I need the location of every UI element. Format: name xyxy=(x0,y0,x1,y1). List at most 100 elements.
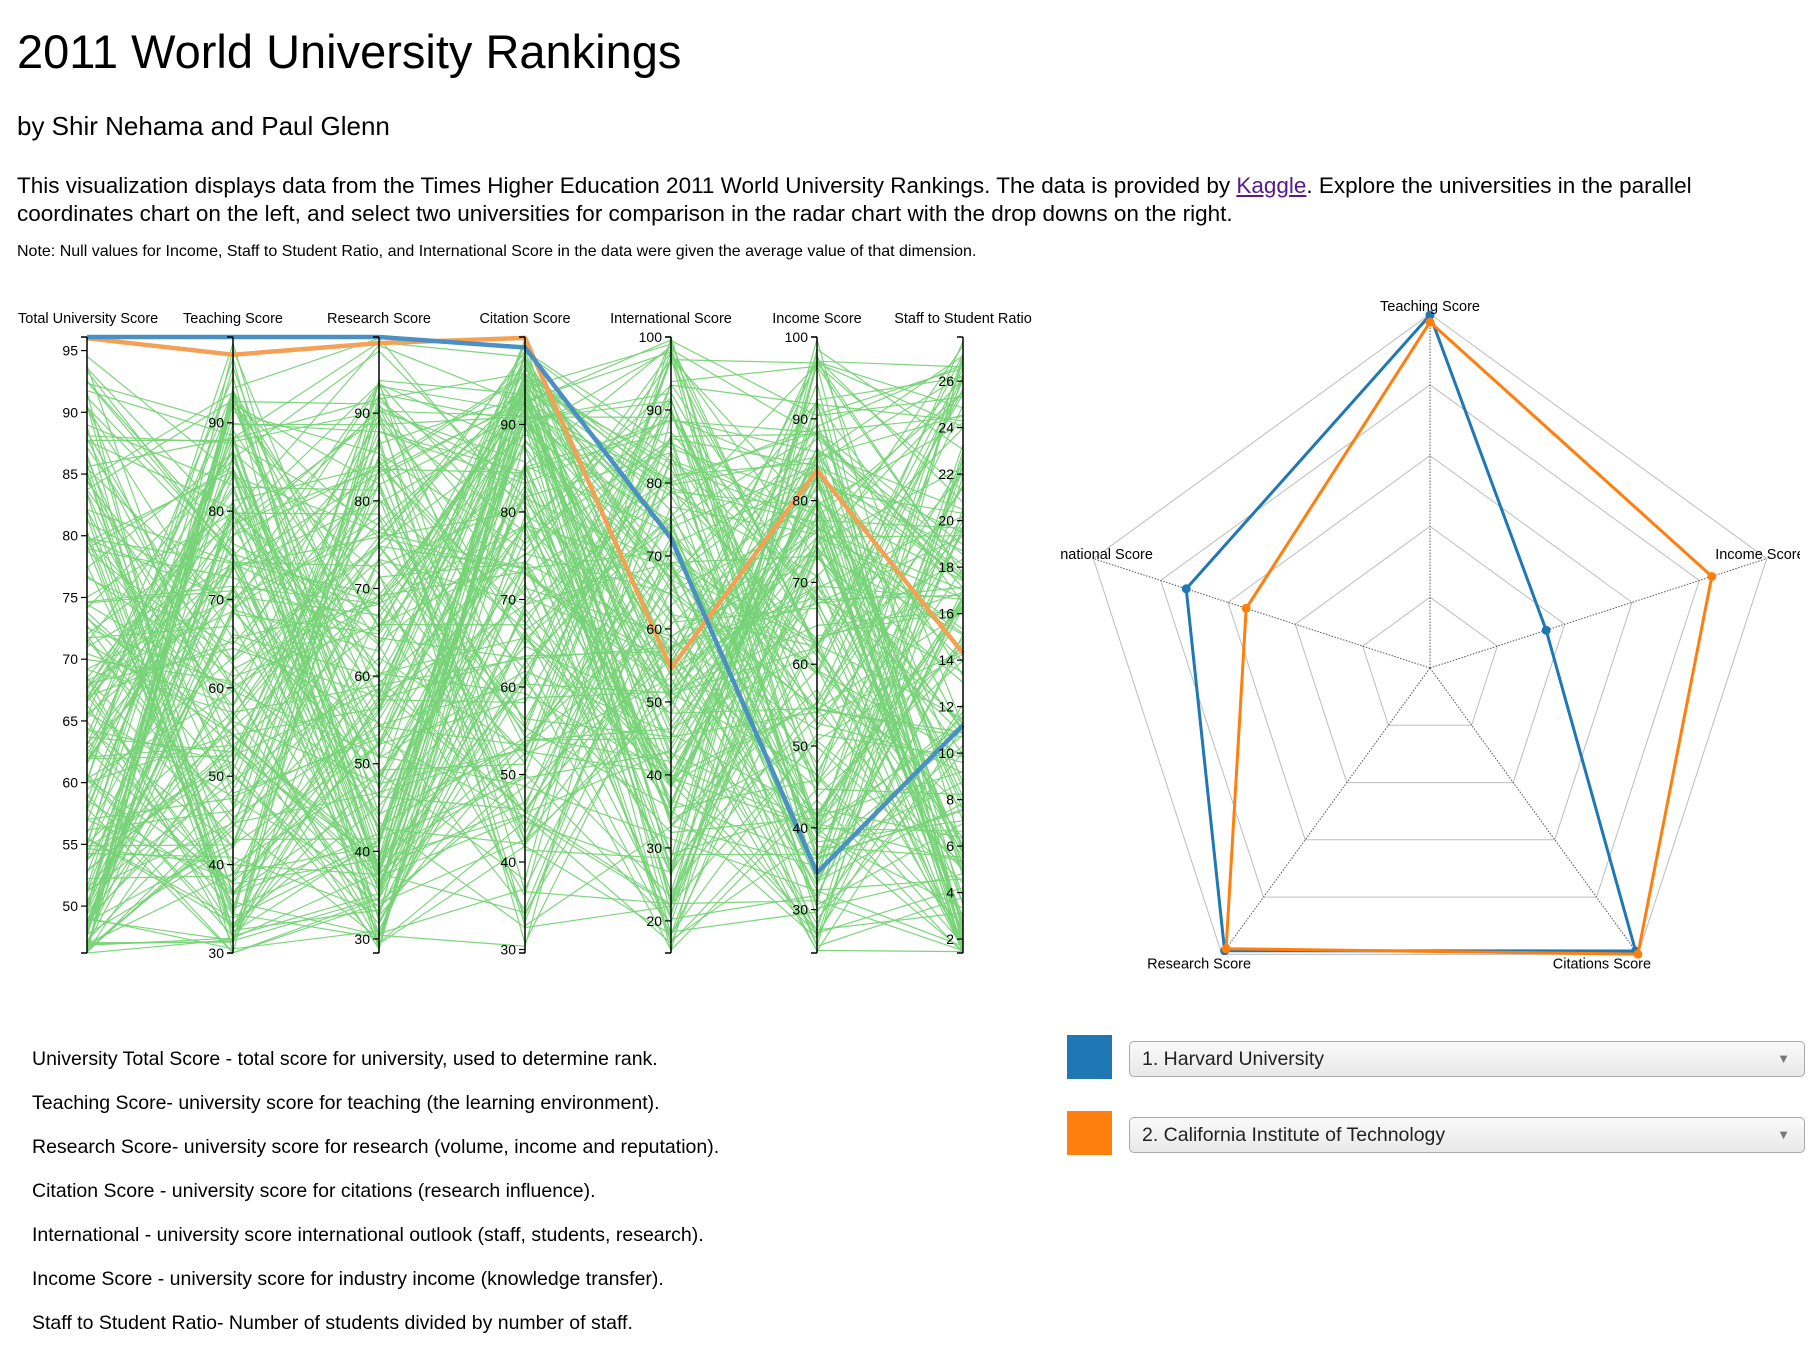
axis-tick-label: 22 xyxy=(938,466,954,482)
axis-tick-label: 80 xyxy=(62,528,78,544)
axis-title: Research Score xyxy=(327,311,431,327)
radar-chart: Teaching Score Income Score Citations Scor… xyxy=(1060,299,1800,973)
axis-tick-label: 100 xyxy=(639,329,663,345)
axis-tick-label: 20 xyxy=(938,513,954,529)
axis-research-score[interactable]: 30 40 50 60 70 80 90 Research Score xyxy=(327,311,431,954)
radar-point-income-score xyxy=(1541,625,1551,635)
axis-title: International Score xyxy=(610,311,732,327)
axis-tick-label: 95 xyxy=(62,343,78,359)
kaggle-link[interactable]: Kaggle xyxy=(1236,173,1307,198)
description-staff-student-ratio: Staff to Student Ratio- Number of studen… xyxy=(32,1312,633,1334)
axis-tick-label: 55 xyxy=(62,836,78,852)
axis-tick-label: 40 xyxy=(792,820,808,836)
byline: by Shir Nehama and Paul Glenn xyxy=(17,111,390,141)
axis-tick-label: 40 xyxy=(354,843,370,859)
axis-tick-label: 80 xyxy=(354,493,370,509)
axis-tick-label: 30 xyxy=(792,902,808,918)
radar-axis-labels: Teaching Score Income Score Citations Scor… xyxy=(1060,299,1800,973)
intro-text-1: This visualization displays data from th… xyxy=(17,173,1237,198)
axis-tick-label: 10 xyxy=(938,745,954,761)
radar-level-ring xyxy=(1294,525,1566,784)
axis-tick-label: 26 xyxy=(938,373,954,389)
radar-level-ring xyxy=(1092,313,1768,955)
intro-text-2: . Explore the universities in the parall… xyxy=(17,173,1692,226)
axis-tick-label: 90 xyxy=(62,404,78,420)
radar-grid xyxy=(1092,313,1768,955)
axis-tick-label: 50 xyxy=(646,694,662,710)
radar-spoke-income-score xyxy=(1429,558,1767,669)
caret-down-icon: ▼ xyxy=(1777,1051,1790,1066)
axis-tick-label: 50 xyxy=(500,767,516,783)
axis-tick-label: 2 xyxy=(946,931,954,947)
axis-tick-label: 18 xyxy=(938,559,954,575)
axis-income-score[interactable]: 30 40 50 60 70 80 90 100 Income Score xyxy=(772,311,862,954)
radar-point-income-score xyxy=(1707,571,1717,581)
radar-label-teaching-score: Teaching Score xyxy=(1380,299,1480,315)
university-1-color-swatch xyxy=(1067,1035,1112,1079)
axis-title: Total University Score xyxy=(18,311,158,327)
axis-tick-label: 30 xyxy=(646,840,662,856)
axis-tick-label: 70 xyxy=(792,574,808,590)
axis-tick-label: 90 xyxy=(500,417,516,433)
axis-tick-label: 24 xyxy=(938,420,954,436)
radar-point-teaching-score xyxy=(1425,310,1435,320)
axis-tick-label: 80 xyxy=(500,504,516,520)
radar-point-international-score xyxy=(1181,584,1191,594)
radar-series-2-california-institute-of-technology xyxy=(1221,317,1717,959)
description-income-score: Income Score - university score for indu… xyxy=(32,1268,664,1290)
radar-spoke-international-score xyxy=(1093,558,1431,669)
axis-tick-label: 30 xyxy=(354,931,370,947)
axis-tick-label: 90 xyxy=(792,411,808,427)
axis-tick-label: 40 xyxy=(208,857,224,873)
axis-international-score[interactable]: 20 30 40 50 60 70 80 90 100 International Score xyxy=(610,311,732,954)
radar-polygon xyxy=(1184,313,1638,953)
parallel-coordinates-chart[interactable]: 50 55 60 65 70 75 80 85 90 95 Total University Sco… xyxy=(0,300,1050,970)
description-research-score: Research Score- university score for res… xyxy=(32,1136,720,1158)
university-1-dropdown[interactable]: 1. Harvard University ▼ xyxy=(1129,1041,1805,1077)
axis-tick-label: 50 xyxy=(62,898,78,914)
axis-tick-label: 4 xyxy=(946,885,954,901)
axis-tick-label: 70 xyxy=(62,651,78,667)
axis-tick-label: 60 xyxy=(646,621,662,637)
radar-series xyxy=(1181,310,1717,959)
axis-tick-label: 80 xyxy=(792,493,808,509)
axis-tick-label: 30 xyxy=(208,945,224,961)
radar-spoke-research-score xyxy=(1221,667,1431,955)
page-title: 2011 World University Rankings xyxy=(17,25,682,78)
axis-tick-label: 30 xyxy=(500,942,516,958)
axis-tick-label: 70 xyxy=(208,591,224,607)
axis-tick-label: 6 xyxy=(946,838,954,854)
description-teaching-score: Teaching Score- university score for tea… xyxy=(32,1092,660,1114)
axis-tick-label: 70 xyxy=(354,580,370,596)
axis-tick-label: 65 xyxy=(62,713,78,729)
axis-tick-label: 85 xyxy=(62,466,78,482)
university-2-selected: 2. California Institute of Technology xyxy=(1142,1124,1446,1146)
university-1-selected: 1. Harvard University xyxy=(1142,1048,1325,1070)
axis-tick-label: 50 xyxy=(354,756,370,772)
radar-label-income-score: Income Score xyxy=(1715,547,1800,563)
axis-tick-label: 70 xyxy=(646,548,662,564)
axis-title: Citation Score xyxy=(479,311,570,327)
axis-citation-score[interactable]: 30 40 50 60 70 80 90 Citation Score xyxy=(479,311,570,958)
radar-series-1-harvard-university xyxy=(1181,310,1641,956)
axis-teaching-score[interactable]: 30 40 50 60 70 80 90 Teaching Score xyxy=(183,311,283,961)
radar-level-ring xyxy=(1227,454,1633,841)
description-international-score: International - university score interna… xyxy=(32,1224,704,1246)
dimension-axes[interactable]: 50 55 60 65 70 75 80 85 90 95 Total University Sco… xyxy=(18,311,1032,961)
axis-title: Income Score xyxy=(772,311,861,327)
axis-tick-label: 60 xyxy=(208,680,224,696)
axis-total-university-score[interactable]: 50 55 60 65 70 75 80 85 90 95 Total University Sco… xyxy=(18,311,158,954)
axis-tick-label: 80 xyxy=(208,503,224,519)
university-2-dropdown[interactable]: 2. California Institute of Technology ▼ xyxy=(1129,1117,1805,1153)
axis-tick-label: 8 xyxy=(946,792,954,808)
axis-title: Staff to Student Ratio xyxy=(894,311,1032,327)
intro-paragraph: This visualization displays data from th… xyxy=(17,172,1797,228)
axis-tick-label: 100 xyxy=(785,329,809,345)
radar-label-research-score: Research Score xyxy=(1147,957,1251,973)
axis-tick-label: 14 xyxy=(938,652,954,668)
axis-tick-label: 90 xyxy=(646,402,662,418)
axis-tick-label: 50 xyxy=(208,768,224,784)
axis-tick-label: 20 xyxy=(646,913,662,929)
radar-point-citations-score xyxy=(1633,949,1643,959)
